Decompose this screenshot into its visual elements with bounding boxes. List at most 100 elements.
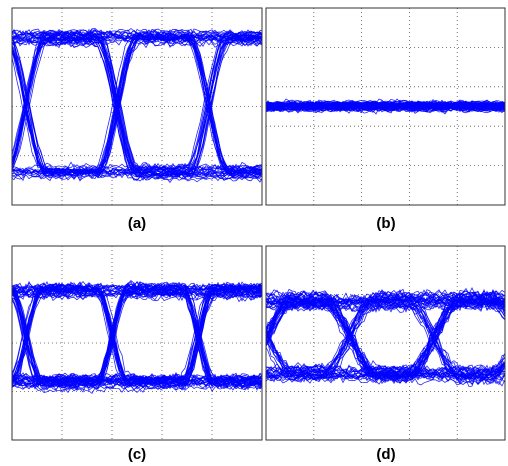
eye-trace [12,32,262,175]
eye-diagram [11,245,263,441]
eye-trace [12,34,262,176]
eye-trace [266,333,505,379]
eye-trace [12,30,262,173]
eye-trace [266,301,505,314]
eye-trace [12,38,262,181]
traces [266,286,505,388]
panel-frame [11,7,263,206]
eye-trace [12,285,262,387]
eye-trace [12,33,262,176]
eye-trace [12,34,262,176]
eye-trace [12,40,262,180]
eye-trace [266,296,505,381]
panel-frame [265,7,506,206]
eye-trace [12,285,262,388]
eye-trace [12,33,262,176]
eye-trace [12,39,262,181]
eye-trace [12,37,262,181]
eye-trace [12,32,262,175]
eye-trace [12,33,262,175]
eye-trace [12,286,262,386]
traces [266,98,505,115]
eye-trace [12,31,262,174]
eye-trace [12,32,262,173]
eye-diagram [265,7,506,206]
eye-trace [12,44,262,170]
eye-trace [12,163,262,172]
panel-label: (b) [376,215,395,232]
eye-trace [12,286,262,386]
eye-trace [12,287,262,389]
eye-trace [12,286,262,387]
eye-trace [12,31,262,174]
eye-trace [12,34,262,177]
eye-trace [12,285,262,389]
eye-trace [12,287,262,387]
eye-trace [266,289,505,375]
eye-trace [266,101,505,109]
eye-trace [12,34,262,175]
eye-trace [12,289,262,391]
eye-trace [266,298,505,382]
traces [12,27,262,184]
eye-trace [12,288,262,390]
eye-diagram [11,7,263,206]
eye-trace [12,35,262,175]
eye-trace [12,292,262,386]
eye-trace [12,30,262,171]
eye-trace [12,291,262,391]
eye-trace [12,27,262,160]
eye-trace [12,297,262,390]
eye-trace [12,285,262,387]
eye-trace [12,31,262,174]
eye-trace [12,288,262,389]
panel-frame [265,245,506,441]
eye-trace [12,34,262,178]
panel-label: (d) [376,446,395,463]
eye-trace [266,297,505,336]
eye-trace [12,289,262,387]
eye-trace [266,293,505,376]
eye-trace [266,294,505,336]
eye-trace [266,291,505,376]
eye-trace [12,34,262,176]
eye-trace [12,39,262,183]
eye-trace [12,285,262,389]
eye-trace [12,285,262,388]
eye-trace [12,288,262,390]
eye-trace [12,30,262,172]
eye-trace [12,34,262,176]
eye-trace [12,285,262,387]
eye-trace [12,285,262,387]
eye-trace [12,288,262,389]
eye-trace [12,33,262,174]
eye-trace [12,41,262,184]
eye-trace [12,32,262,176]
eye-trace [12,284,262,386]
eye-trace [12,32,262,175]
eye-trace [12,287,262,387]
eye-trace [12,32,262,175]
eye-trace [12,38,262,179]
eye-trace [12,291,262,387]
eye-diagram [265,245,506,441]
eye-trace [12,30,262,172]
eye-trace [266,288,505,372]
eye-trace [12,291,262,387]
eye-trace [12,30,262,174]
eye-trace [12,37,262,179]
eye-trace [12,31,262,176]
eye-trace [12,39,262,182]
panel-frame [11,245,263,441]
eye-trace [266,289,505,373]
plots [11,7,506,441]
traces [12,280,262,395]
eye-trace [12,35,262,179]
eye-trace [12,284,262,385]
eye-trace [12,284,262,386]
eye-trace [12,34,262,177]
eye-trace [12,38,262,178]
eye-trace [12,33,262,176]
